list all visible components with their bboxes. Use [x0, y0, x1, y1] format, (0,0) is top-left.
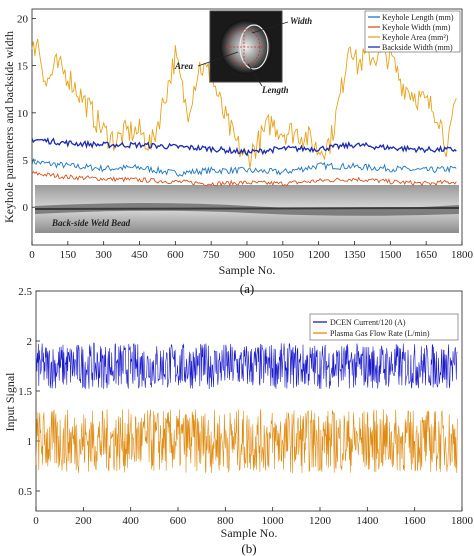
panel-b-x-ticks: 0 200 400 600 800 1000 1200 1400 1600 1800 [33, 507, 474, 527]
x-tick-label: 800 [217, 515, 234, 527]
panel-b-y-ticks: 0.5 1 1.5 2 2.5 [18, 286, 40, 498]
panel-b: 0.5 1 1.5 2 2.5 0 200 400 600 800 1000 1200 1400 160… [3, 286, 474, 556]
x-tick-label: 1350 [344, 249, 367, 261]
x-tick-label: 400 [122, 515, 139, 527]
panel-a-caption: (a) [240, 281, 254, 296]
legend-dcen-current: DCEN Current/120 (A) [330, 318, 406, 327]
panel-a-ylabel: Keyhole parameters and backside width [2, 31, 16, 223]
x-tick-label: 1200 [309, 515, 332, 527]
x-tick-label: 1400 [356, 515, 379, 527]
x-tick-label: 900 [239, 249, 256, 261]
x-tick-label: 600 [170, 515, 187, 527]
length-annotation: Length [261, 85, 289, 95]
keyhole-inset-image [197, 10, 289, 87]
area-annotation: Area [174, 61, 194, 71]
legend-plasma-gas: Plasma Gas Flow Rate (L/min) [330, 329, 430, 338]
x-tick-label: 1800 [451, 249, 474, 261]
series-line-backside-width-mm [31, 137, 457, 157]
y-tick-label: 2.5 [18, 286, 32, 298]
backside-bead-label: Back-side Weld Bead [51, 218, 131, 228]
x-tick-label: 1200 [308, 249, 331, 261]
x-tick-label: 200 [75, 515, 92, 527]
y-tick-label: 0.5 [18, 486, 32, 498]
panel-b-legend: DCEN Current/120 (A) Plasma Gas Flow Rat… [309, 313, 459, 341]
y-tick-label: 15 [17, 61, 29, 73]
panel-a-legend: Keyhole Length (mm) Keyhole Width (mm) K… [364, 10, 461, 53]
series-line-plasma-gas-flow [35, 409, 458, 474]
y-tick-label: 1.5 [18, 386, 32, 398]
panel-b-frame [35, 290, 463, 512]
x-tick-label: 750 [203, 249, 220, 261]
series-line-dcen-current [35, 342, 458, 390]
x-tick-label: 1500 [379, 249, 402, 261]
legend-keyhole-width: Keyhole Width (mm) [382, 23, 451, 32]
y-tick-label: 2 [27, 336, 33, 348]
panel-a-series [31, 38, 457, 187]
x-tick-label: 0 [33, 515, 39, 527]
x-tick-label: 150 [60, 249, 77, 261]
x-tick-label: 0 [29, 249, 35, 261]
panel-b-caption: (b) [241, 541, 256, 556]
y-tick-label: 5 [23, 155, 29, 167]
x-tick-label: 1800 [451, 515, 474, 527]
panel-a: 0 5 10 15 20 0 150 300 450 600 750 900 1050 1200 1350… [2, 8, 474, 296]
panel-b-ylabel: Input Signal [3, 372, 17, 432]
legend-keyhole-area: Keyhole Area (mm²) [382, 33, 449, 42]
x-tick-label: 1650 [415, 249, 438, 261]
x-tick-label: 1000 [262, 515, 285, 527]
y-tick-label: 1 [27, 436, 33, 448]
y-tick-label: 10 [17, 108, 29, 120]
series-line-keyhole-length-mm [31, 157, 457, 178]
x-tick-label: 1050 [272, 249, 295, 261]
panel-b-series [35, 342, 458, 474]
backside-weld-bead-photo [34, 185, 460, 233]
width-annotation: Width [290, 16, 312, 26]
x-tick-label: 1600 [404, 515, 427, 527]
y-tick-label: 0 [23, 202, 29, 214]
panel-a-x-ticks: 0 150 300 450 600 750 900 1050 1200 1350 1500 1650 1… [29, 241, 474, 261]
x-tick-label: 450 [131, 249, 148, 261]
legend-backside-width: Backside Width (mm) [382, 43, 453, 52]
x-tick-label: 300 [95, 249, 112, 261]
panel-a-xlabel: Sample No. [219, 263, 276, 277]
y-tick-label: 20 [17, 13, 29, 25]
panel-b-xlabel: Sample No. [221, 526, 278, 540]
series-line-keyhole-width-mm [31, 171, 457, 187]
legend-keyhole-length: Keyhole Length (mm) [382, 13, 454, 22]
x-tick-label: 600 [167, 249, 184, 261]
